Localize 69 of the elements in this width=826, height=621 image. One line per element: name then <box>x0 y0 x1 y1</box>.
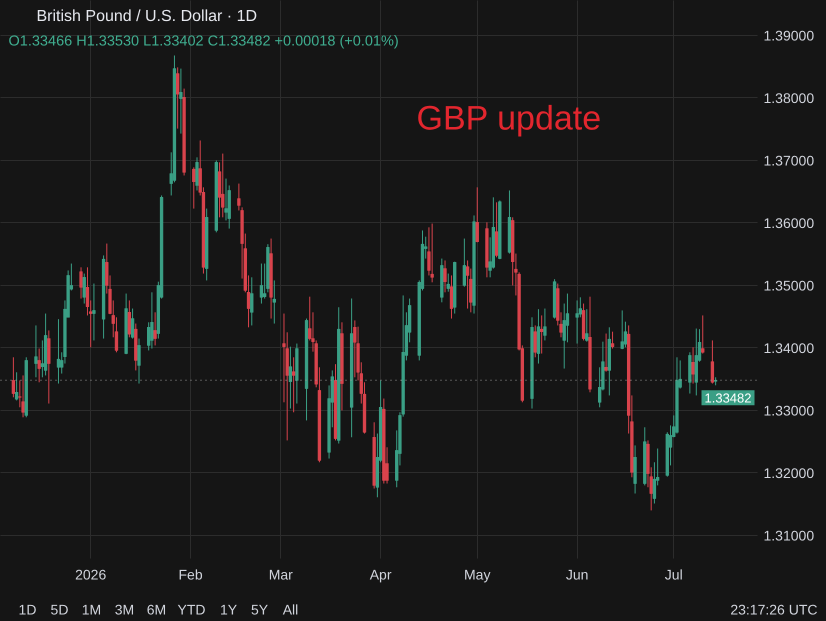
candlestick <box>272 280 276 324</box>
text: 1D <box>18 602 36 618</box>
candlestick <box>150 292 154 350</box>
candlestick <box>137 338 141 384</box>
candlestick <box>443 260 447 293</box>
x-tick-label: Jun <box>566 566 588 582</box>
candlestick <box>14 372 18 401</box>
candlestick <box>620 310 624 350</box>
y-tick-label: 1.38000 <box>764 90 814 106</box>
y-tick-label: 1.32000 <box>764 464 814 481</box>
candlestick <box>710 340 714 384</box>
candlestick <box>462 238 466 288</box>
candlestick <box>610 331 614 350</box>
candlestick <box>430 223 434 283</box>
text: 5D <box>50 602 68 618</box>
candlestick <box>585 308 588 342</box>
candlestick <box>288 346 292 410</box>
y-tick-label: 1.36000 <box>764 214 814 231</box>
candlestick <box>446 273 450 292</box>
candlestick <box>179 68 183 134</box>
x-tick-label: May <box>464 566 490 582</box>
text: 1M <box>82 602 102 618</box>
candlestick <box>701 314 704 354</box>
y-tick-label: 1.37000 <box>764 152 814 168</box>
x-tick-label: Feb <box>178 566 203 582</box>
candlestick <box>543 308 547 341</box>
candlestick <box>494 202 498 258</box>
candlestick <box>82 273 86 304</box>
text: YTD <box>178 602 206 618</box>
x-tick-label: 2026 <box>75 566 106 582</box>
text: British Pound / U.S. Dollar · 1D <box>36 8 258 25</box>
candlestick <box>34 324 38 378</box>
candlestick <box>92 283 96 341</box>
candlestick <box>450 274 454 320</box>
candlestick <box>534 324 537 358</box>
candlestick <box>37 348 41 383</box>
x-tick-label: Mar <box>268 566 294 582</box>
text: O1.33466 H1.33530 L1.33402 C1.33482 +0.00018 (+0.01%) <box>8 34 399 50</box>
text: 23:17:26 UTC <box>730 602 818 618</box>
candlestick <box>540 314 544 354</box>
candlestick <box>476 186 479 243</box>
text: All <box>282 602 298 618</box>
y-tick-label: 1.35000 <box>764 277 814 294</box>
candlestick <box>128 300 132 338</box>
candlestick <box>353 320 357 378</box>
candlestick <box>250 276 254 326</box>
candlestick <box>260 263 264 304</box>
candlestick <box>12 356 16 398</box>
candlestick <box>130 308 134 340</box>
ref-line-label: 1.33482 <box>704 390 752 406</box>
text: 1Y <box>220 602 238 618</box>
candlestick <box>691 346 695 384</box>
y-tick-label: 1.39000 <box>764 27 814 44</box>
x-tick-label: Apr <box>370 566 392 582</box>
annotation: GBP update <box>416 100 602 138</box>
candlestick <box>192 166 196 210</box>
text: 3M <box>114 602 134 618</box>
y-tick-label: 1.34000 <box>764 340 814 356</box>
candlestick <box>575 300 579 344</box>
y-tick-label: 1.33000 <box>764 402 814 418</box>
y-tick-label: 1.31000 <box>764 527 814 544</box>
x-tick-label: Jul <box>664 566 683 582</box>
candlestick <box>221 153 224 218</box>
candlestick <box>466 260 470 310</box>
candlestick <box>153 312 157 346</box>
text: 5Y <box>250 602 269 618</box>
candlestick <box>195 156 199 191</box>
text: 6M <box>146 602 166 618</box>
candlestick <box>176 66 180 130</box>
